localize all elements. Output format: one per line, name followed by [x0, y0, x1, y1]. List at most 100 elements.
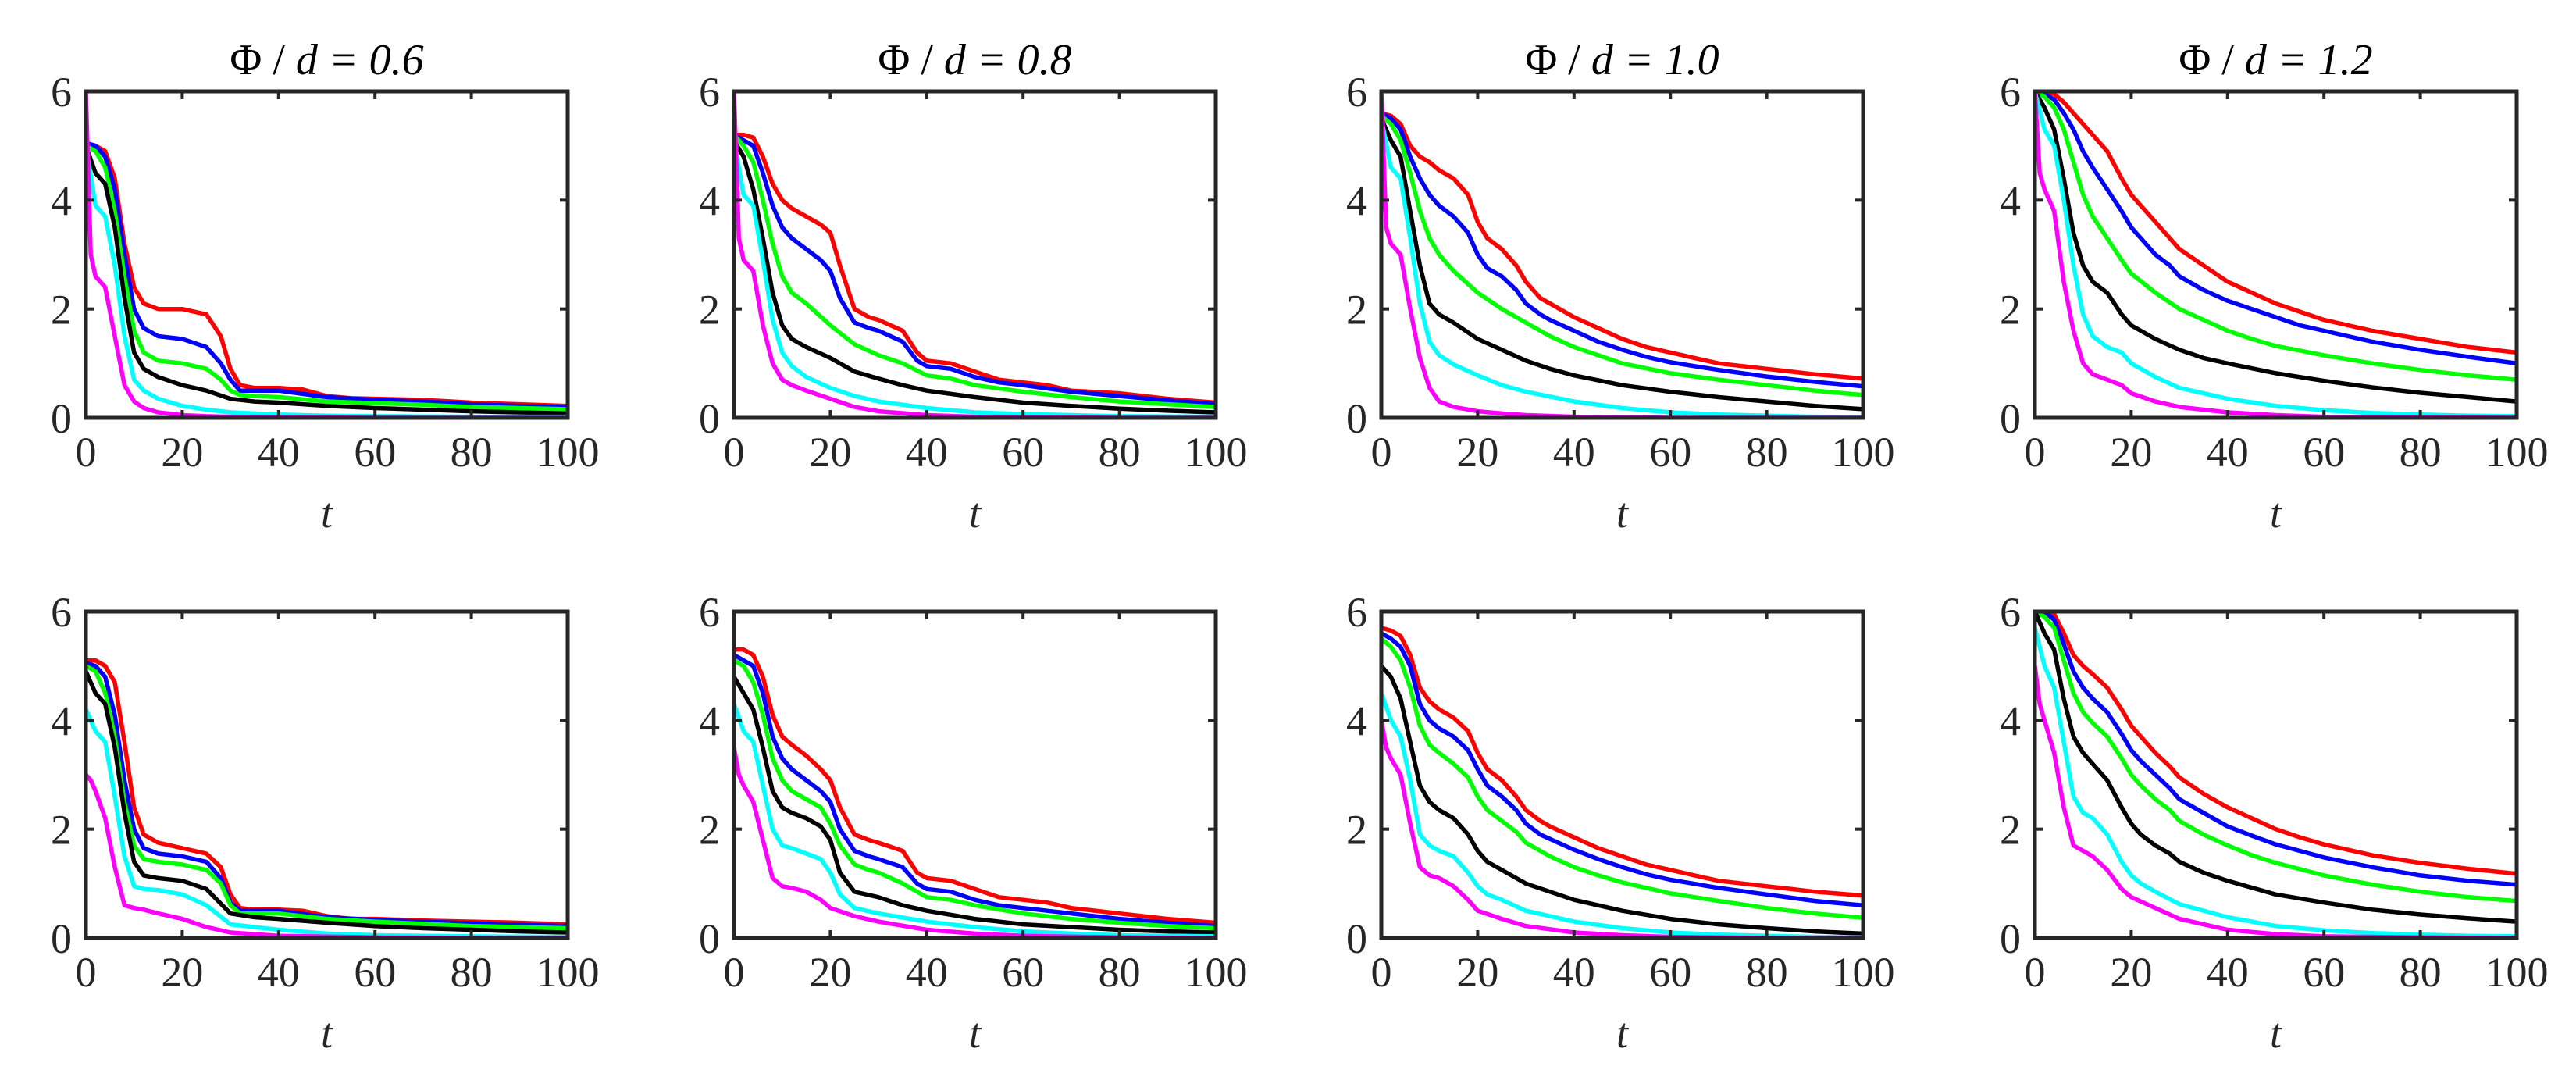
series-line-black	[1381, 663, 1863, 936]
x-tick-label: 0	[2025, 429, 2046, 476]
x-axis-label: t	[969, 1010, 982, 1057]
x-tick-label: 20	[1456, 429, 1498, 476]
x-tick-label: 80	[1746, 949, 1788, 996]
chart-title: Φ / d = 0.8	[878, 36, 1071, 84]
title-variable: d	[944, 36, 967, 84]
axes-frame	[732, 89, 1218, 420]
y-tick-label: 4	[2000, 177, 2021, 224]
title-value: = 0.8	[966, 36, 1072, 84]
axes-frame	[2033, 89, 2519, 420]
x-tick-label: 100	[1832, 949, 1895, 996]
series-line-cyan	[1381, 690, 1863, 938]
series-line-red	[734, 132, 1216, 405]
axes-frame	[2033, 609, 2519, 940]
y-tick-label: 2	[1346, 807, 1367, 854]
x-tick-label: 60	[2303, 949, 2345, 996]
series-line-green	[734, 132, 1216, 409]
x-tick-label: 0	[724, 429, 745, 476]
title-separator: /	[262, 36, 296, 84]
series-group	[1381, 91, 1863, 418]
x-tick-label: 0	[76, 429, 97, 476]
series-line-black	[86, 669, 568, 935]
subplot-2-3: 0 20 40 60 80 100 0 2 4 6 t	[1346, 589, 1895, 1057]
x-tick-label: 100	[1185, 949, 1248, 996]
y-tick-label: 2	[51, 287, 72, 333]
title-value: = 1.0	[1613, 36, 1719, 84]
y-tick-label: 0	[1346, 915, 1367, 962]
axes-frame	[1379, 89, 1865, 420]
x-tick-label: 40	[2207, 429, 2249, 476]
series-line-magenta	[1381, 91, 1863, 418]
y-tick-label: 0	[1346, 395, 1367, 442]
series-line-red	[86, 141, 568, 408]
title-separator: /	[1557, 36, 1591, 84]
series-line-magenta	[2035, 663, 2517, 938]
y-tick-label: 2	[51, 807, 72, 854]
y-tick-label: 4	[51, 177, 72, 224]
y-tick-label: 6	[699, 69, 720, 116]
subplot-1-4: 0 20 40 60 80 100 0 2 4 6 t Φ / d = 1.2	[2000, 36, 2549, 537]
series-line-green	[2035, 612, 2517, 904]
series-line-cyan	[734, 137, 1216, 418]
y-tick-label: 2	[699, 807, 720, 854]
y-tick-label: 4	[1346, 697, 1367, 744]
series-line-cyan	[2035, 626, 2517, 938]
y-tick-label: 6	[51, 589, 72, 636]
series-group	[1381, 626, 1863, 938]
axes-frame	[1379, 609, 1865, 940]
x-tick-label: 0	[76, 949, 97, 996]
subplot-2-4: 0 20 40 60 80 100 0 2 4 6 t	[2000, 589, 2549, 1057]
series-group	[734, 91, 1216, 418]
x-tick-label: 60	[354, 949, 396, 996]
series-line-red	[1381, 626, 1863, 898]
series-line-blue	[86, 141, 568, 409]
x-tick-label: 80	[451, 429, 493, 476]
series-group	[2035, 91, 2517, 418]
x-tick-label: 60	[2303, 429, 2345, 476]
x-tick-label: 40	[258, 429, 300, 476]
x-axis-label: t	[321, 1010, 334, 1057]
x-tick-label: 100	[536, 949, 600, 996]
x-tick-label: 20	[2110, 429, 2152, 476]
series-line-black	[1381, 116, 1863, 412]
x-tick-label: 80	[1746, 429, 1788, 476]
series-line-black	[734, 674, 1216, 935]
series-line-blue	[2035, 91, 2517, 366]
axes-frame	[84, 609, 570, 940]
series-line-cyan	[2035, 91, 2517, 418]
y-tick-label: 2	[1346, 287, 1367, 333]
x-tick-label: 60	[1649, 949, 1691, 996]
x-tick-label: 40	[906, 949, 948, 996]
series-line-black	[2035, 612, 2517, 924]
x-tick-label: 20	[2110, 949, 2152, 996]
series-line-red	[734, 647, 1216, 925]
y-tick-label: 6	[2000, 69, 2021, 116]
x-tick-label: 40	[2207, 949, 2249, 996]
x-tick-label: 0	[1371, 429, 1392, 476]
series-line-blue	[86, 661, 568, 929]
series-line-green	[1381, 113, 1863, 398]
x-tick-label: 100	[536, 429, 600, 476]
x-tick-label: 20	[161, 429, 203, 476]
title-symbol: Φ	[1525, 36, 1557, 84]
x-axis-label: t	[1616, 490, 1630, 537]
chart-title: Φ / d = 1.0	[1525, 36, 1719, 84]
series-line-blue	[1381, 111, 1863, 389]
y-tick-label: 6	[699, 589, 720, 636]
x-axis-label: t	[1616, 1010, 1630, 1057]
chart-title: Φ / d = 0.6	[230, 36, 423, 84]
series-line-green	[2035, 91, 2517, 382]
x-axis-label: t	[969, 490, 982, 537]
x-tick-label: 40	[906, 429, 948, 476]
subplot-1-3: 0 20 40 60 80 100 0 2 4 6 t Φ / d = 1.0	[1346, 36, 1895, 537]
series-line-red	[1381, 111, 1863, 381]
x-tick-label: 80	[1099, 429, 1141, 476]
x-tick-label: 100	[1185, 429, 1248, 476]
series-line-cyan	[86, 707, 568, 938]
y-tick-label: 0	[2000, 915, 2021, 962]
y-tick-label: 6	[2000, 589, 2021, 636]
x-tick-label: 60	[1649, 429, 1691, 476]
y-tick-label: 0	[2000, 395, 2021, 442]
x-tick-label: 0	[2025, 949, 2046, 996]
subplot-1-1: 0 20 40 60 80 100 0 2 4 6 t Φ / d = 0.6	[51, 36, 600, 537]
